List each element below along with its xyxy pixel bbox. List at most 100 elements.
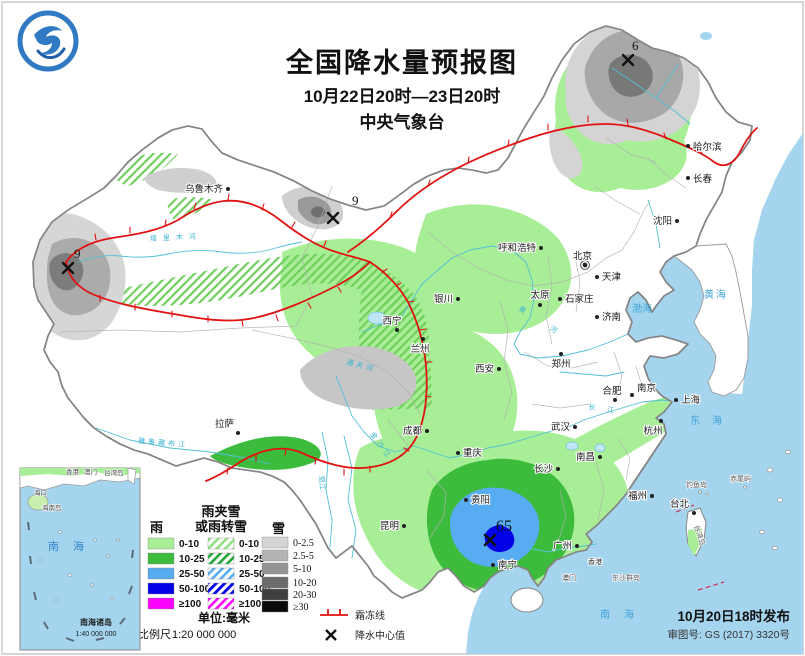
dongsha-islands-label: 东沙群岛 <box>612 573 640 582</box>
legend-unit: 单位:毫米 <box>198 610 251 625</box>
svg-text:西安: 西安 <box>475 363 494 375</box>
svg-text:南宁: 南宁 <box>498 559 517 571</box>
svg-text:成都: 成都 <box>403 425 423 437</box>
legend-sleet-header-1: 雨夹雪 <box>201 504 240 519</box>
svg-text:25-50: 25-50 <box>179 569 205 580</box>
svg-text:上海: 上海 <box>681 394 701 406</box>
city-nanchang: 南昌 <box>575 450 602 464</box>
svg-text:长春: 长春 <box>693 173 713 185</box>
svg-text:台北: 台北 <box>670 498 690 510</box>
province-boundaries <box>59 137 687 543</box>
svg-text:5-10: 5-10 <box>293 564 311 575</box>
hainan-island <box>510 587 544 613</box>
svg-text:太原: 太原 <box>530 289 549 301</box>
agency-name: 中央气象台 <box>360 112 445 132</box>
inset-islands <box>37 530 120 602</box>
south-china-sea-label: 南海 <box>600 608 648 621</box>
city-guiyang: 贵阳 <box>464 493 491 507</box>
svg-text:10-20: 10-20 <box>293 578 316 589</box>
legend-snow-header: 雪 <box>272 521 285 536</box>
svg-text:北京: 北京 <box>573 250 592 262</box>
svg-text:福州: 福州 <box>628 490 647 502</box>
city-shijiazhuang: 石家庄 <box>558 292 595 306</box>
svg-text:乌鲁木齐: 乌鲁木齐 <box>185 183 224 195</box>
svg-text:0-2.5: 0-2.5 <box>293 538 314 549</box>
diaoyu-islands-label: 钓鱼岛 <box>686 480 707 489</box>
city-lanzhou: 兰州 <box>409 337 431 356</box>
map-footer: 10月20日18时发布 审图号: GS (2017) 3320号 <box>667 608 790 641</box>
legend-sleet-labels: 0-10 10-25 25-50 50-100 ≥100 <box>239 539 271 610</box>
city-nanning: 南宁 <box>491 558 518 572</box>
svg-text:银川: 银川 <box>434 293 453 305</box>
svg-text:50-100: 50-100 <box>179 584 211 595</box>
svg-text:10-25: 10-25 <box>179 554 205 565</box>
city-chengdu: 成都 <box>402 424 429 438</box>
svg-text:10-25: 10-25 <box>239 554 265 565</box>
city-chongqing: 重庆 <box>456 446 484 460</box>
svg-text:6: 6 <box>632 38 639 53</box>
legend: 雨 雨夹雪 或雨转雪 雪 0-10 10-25 25-50 50-100 ≥10… <box>138 504 405 642</box>
city-yinchuan: 银川 <box>433 292 460 306</box>
svg-text:降水中心值: 降水中心值 <box>355 629 405 642</box>
svg-text:石家庄: 石家庄 <box>565 293 594 305</box>
svg-text:广州: 广州 <box>553 540 572 552</box>
city-xining: 西宁 <box>381 314 403 332</box>
svg-text:济南: 济南 <box>602 311 621 323</box>
small-islands <box>698 449 791 551</box>
city-kunming: 昆明 <box>379 520 406 533</box>
marker-east-xinjiang: 9 <box>326 193 359 225</box>
inset-archipelago-label: 南海诸岛 <box>80 617 112 627</box>
inset-scale: 1:40 000 000 <box>76 631 117 638</box>
city-hongkong: 香港 <box>587 556 603 567</box>
svg-text:杭州: 杭州 <box>643 425 662 437</box>
svg-text:郑州: 郑州 <box>551 358 570 370</box>
city-nanjing: 南京 <box>630 381 657 397</box>
city-tianjin: 天津 <box>595 271 623 284</box>
legend-snow-labels: 0-2.5 2.5-5 5-10 10-20 20-30 ≥30 <box>293 538 316 613</box>
svg-text:兰州: 兰州 <box>410 343 429 355</box>
city-taiyuan: 太原 <box>529 288 551 307</box>
city-urumqi: 乌鲁木齐 <box>184 182 230 196</box>
city-fuzhou: 福州 <box>627 489 654 503</box>
legend-sleet-swatches <box>207 537 235 610</box>
page-title: 全国降水量预报图 <box>285 47 518 78</box>
legend-frost-line-symbol: 霜冻线 <box>320 609 385 622</box>
svg-text:≥100: ≥100 <box>179 599 202 610</box>
svg-text:长沙: 长沙 <box>534 463 554 475</box>
svg-text:澳门: 澳门 <box>562 573 576 582</box>
city-lhasa: 拉萨 <box>214 417 240 435</box>
rivers <box>77 63 691 559</box>
city-wuhan: 武汉 <box>550 420 577 434</box>
lakes <box>367 311 606 453</box>
svg-text:≥100: ≥100 <box>239 599 262 610</box>
svg-text:沈阳: 沈阳 <box>653 215 672 227</box>
svg-text:0-10: 0-10 <box>239 539 259 550</box>
marker-west-xinjiang: 9 <box>61 246 81 275</box>
city-xian: 西安 <box>474 362 501 376</box>
svg-text:0-10: 0-10 <box>179 539 199 550</box>
legend-scale-label: 比例尺 <box>138 627 171 641</box>
svg-text:西宁: 西宁 <box>382 315 401 327</box>
inset-hongkong-label: 香港 <box>66 467 80 476</box>
inset-hainan-label: 海南岛 <box>42 503 62 512</box>
city-changsha: 长沙 <box>533 462 560 476</box>
svg-text:重庆: 重庆 <box>463 447 483 459</box>
svg-text:20-30: 20-30 <box>293 590 316 601</box>
cities: 乌鲁木齐 哈尔滨 长春 沈阳 呼和浩特 北京 天津 石家庄 太原 济南 郑州 西… <box>184 140 723 583</box>
svg-text:霜冻线: 霜冻线 <box>355 609 385 622</box>
city-jinan: 济南 <box>595 310 622 324</box>
svg-text:贵阳: 贵阳 <box>471 494 490 506</box>
svg-text:9: 9 <box>74 246 81 261</box>
legend-snow-swatches <box>261 536 289 613</box>
inset-macau-label: 澳门 <box>84 467 97 476</box>
city-harbin: 哈尔滨 <box>686 140 723 154</box>
svg-text:香港: 香港 <box>588 557 602 566</box>
city-hangzhou: 杭州 <box>642 419 664 438</box>
legend-rain-header: 雨 <box>150 520 163 535</box>
city-hohhot: 呼和浩特 <box>497 241 543 255</box>
korea-peninsula <box>673 243 749 397</box>
issue-time: 10月20日18时发布 <box>677 608 790 624</box>
inset-taiwan-label: 台湾岛 <box>104 468 124 477</box>
